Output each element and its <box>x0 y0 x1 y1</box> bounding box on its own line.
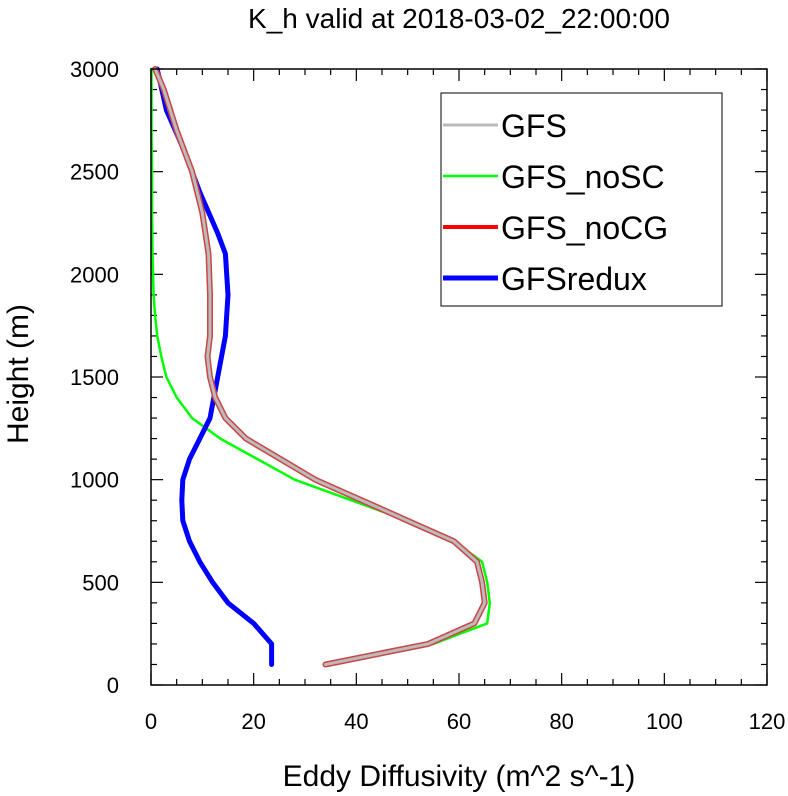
y-tick-label: 0 <box>107 673 119 698</box>
axis-ticks <box>150 68 768 686</box>
x-axis-title: Eddy Diffusivity (m^2 s^-1) <box>283 760 636 793</box>
legend-box <box>440 92 723 307</box>
x-tick-label: 60 <box>447 709 471 734</box>
legend-label: GFS_noCG <box>501 210 668 246</box>
y-tick-label: 500 <box>82 570 119 595</box>
x-tick-label: 100 <box>646 709 683 734</box>
y-tick-label: 2000 <box>70 262 119 287</box>
series-line-gfs <box>152 66 488 668</box>
series-line-gfs-inner <box>153 67 487 666</box>
plot-frame <box>150 68 768 686</box>
legend-label: GFS <box>501 108 567 144</box>
series-line-gfs-nosc <box>150 67 492 666</box>
legend: GFS GFS_noSC GFS_noCG GFSredux <box>440 92 723 307</box>
x-tick-label: 120 <box>749 709 786 734</box>
x-tick-label: 0 <box>145 709 157 734</box>
y-axis-title: Height (m) <box>2 304 35 444</box>
tick-labels: 0 20 40 60 80 100 120 0 500 1000 1500 2000 2500 3000 <box>70 57 785 734</box>
series-line-gfsredux <box>154 66 275 667</box>
y-tick-label: 2500 <box>70 160 119 185</box>
series-lines <box>150 66 492 668</box>
x-tick-label: 20 <box>241 709 265 734</box>
x-tick-label: 80 <box>549 709 573 734</box>
chart-title: K_h valid at 2018-03-02_22:00:00 <box>248 3 670 34</box>
y-tick-label: 1000 <box>70 468 119 493</box>
y-tick-label: 1500 <box>70 365 119 390</box>
x-tick-label: 40 <box>344 709 368 734</box>
legend-label: GFSredux <box>501 261 647 297</box>
legend-label: GFS_noSC <box>501 159 665 195</box>
y-tick-label: 3000 <box>70 57 119 82</box>
